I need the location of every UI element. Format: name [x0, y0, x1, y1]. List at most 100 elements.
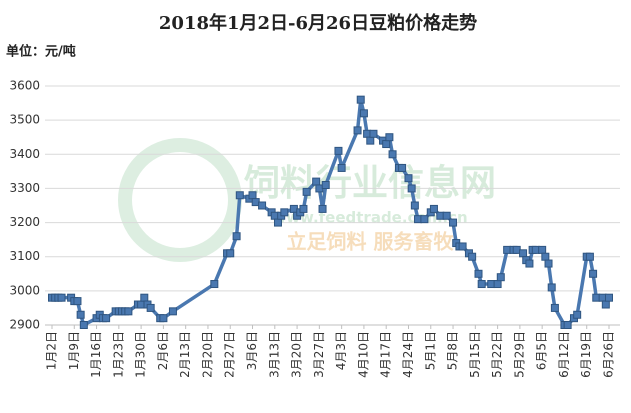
x-tick-label: 2月20日	[200, 331, 214, 378]
watermark: 立足饲料 服务畜牧	[287, 230, 455, 254]
x-tick-label: 3月20日	[290, 331, 304, 378]
marker	[369, 129, 378, 138]
x-tick-label: 4月17日	[379, 331, 393, 378]
x-tick-label: 5月8日	[446, 331, 460, 370]
x-tick-label: 1月9日	[67, 331, 81, 370]
x-tick-label: 6月19日	[579, 331, 593, 378]
marker	[496, 273, 505, 282]
marker	[226, 249, 235, 258]
marker	[573, 310, 582, 319]
marker	[76, 310, 85, 319]
watermark: 饲料行业信息网	[244, 163, 496, 204]
marker	[550, 303, 559, 312]
marker	[605, 293, 613, 302]
y-tick-label: 2900	[9, 318, 40, 332]
marker	[585, 252, 594, 261]
marker	[146, 303, 155, 312]
x-tick-label: 2月27日	[223, 331, 237, 378]
marker	[356, 95, 365, 104]
marker	[420, 215, 429, 224]
x-tick-label: 5月22日	[490, 331, 504, 378]
chart-title: 2018年1月2日-6月26日豆粕价格走势	[159, 12, 477, 34]
marker	[544, 259, 553, 268]
x-tick-label: 5月29日	[512, 331, 526, 378]
marker	[140, 293, 149, 302]
marker	[458, 242, 467, 251]
marker	[563, 321, 572, 329]
marker	[248, 191, 257, 200]
marker	[468, 252, 477, 261]
marker	[232, 232, 241, 241]
x-tick-label: 6月26日	[602, 331, 616, 378]
x-tick-label: 1月2日	[45, 331, 59, 370]
marker	[525, 259, 534, 268]
marker	[302, 187, 311, 196]
y-tick-label: 3400	[9, 147, 40, 161]
x-tick-label: 6月12日	[557, 331, 571, 378]
marker	[273, 218, 282, 227]
x-tick-label: 5月15日	[468, 331, 482, 378]
marker	[385, 133, 394, 142]
marker	[321, 181, 330, 190]
marker	[359, 109, 368, 118]
marker	[449, 218, 458, 227]
marker	[398, 163, 407, 172]
marker	[280, 208, 289, 217]
marker	[258, 201, 267, 210]
x-tick-label: 4月10日	[356, 331, 370, 378]
y-tick-label: 3500	[9, 113, 40, 127]
x-tick-label: 1月16日	[89, 331, 103, 378]
x-tick-label: 3月6日	[245, 331, 259, 370]
marker	[474, 269, 483, 278]
x-tick-label: 4月24日	[401, 331, 415, 378]
y-tick-label: 3600	[9, 79, 40, 93]
marker	[102, 314, 111, 323]
marker	[410, 201, 419, 210]
x-tick-label: 2月6日	[156, 331, 170, 370]
x-tick-label: 6月5日	[535, 331, 549, 370]
marker	[312, 177, 321, 186]
y-tick-label: 3100	[9, 249, 40, 263]
x-tick-label: 1月23日	[111, 331, 125, 378]
marker	[388, 150, 397, 159]
marker	[366, 136, 375, 145]
marker	[159, 314, 168, 323]
marker	[493, 280, 502, 289]
x-tick-label: 4月3日	[334, 331, 348, 370]
unit-label: 单位：元/吨	[6, 44, 76, 60]
marker	[382, 140, 391, 149]
marker	[589, 269, 598, 278]
x-tick-label: 2月13日	[178, 331, 192, 378]
marker	[337, 163, 346, 172]
y-tick-label: 3000	[9, 283, 40, 297]
marker	[57, 293, 66, 302]
marker	[541, 252, 550, 261]
marker	[519, 249, 528, 258]
marker	[124, 307, 133, 316]
marker	[353, 126, 362, 135]
x-tick-label: 1月30日	[134, 331, 148, 378]
marker	[79, 321, 88, 329]
marker	[477, 280, 486, 289]
marker	[235, 191, 244, 200]
marker	[299, 204, 308, 213]
y-tick-label: 3300	[9, 181, 40, 195]
marker	[73, 297, 82, 306]
marker	[442, 211, 451, 220]
marker	[547, 283, 556, 292]
marker	[404, 174, 413, 183]
x-tick-label: 5月1日	[423, 331, 437, 370]
marker	[601, 300, 610, 309]
marker	[334, 146, 343, 155]
marker	[210, 280, 219, 289]
marker	[538, 245, 547, 254]
marker	[407, 184, 416, 193]
marker	[318, 204, 327, 213]
watermark-logo	[118, 138, 242, 262]
x-tick-label: 3月27日	[312, 331, 326, 378]
marker	[429, 204, 438, 213]
marker	[168, 307, 177, 316]
x-tick-label: 3月13日	[267, 331, 281, 378]
